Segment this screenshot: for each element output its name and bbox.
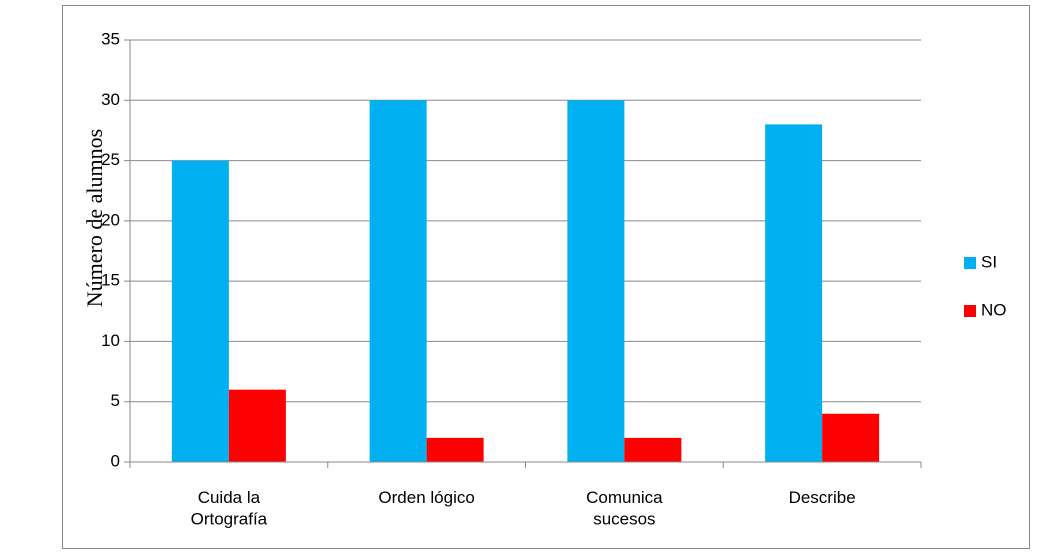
bar [369, 100, 427, 463]
x-tick-label: Orden lógico [378, 488, 474, 507]
bar [228, 389, 286, 462]
y-tick-label: 15 [101, 271, 120, 290]
bar [624, 437, 682, 462]
x-tick-label: Describe [789, 488, 856, 507]
y-tick-label: 35 [101, 29, 120, 48]
y-tick-label: 0 [111, 451, 120, 470]
y-tick-label: 25 [101, 150, 120, 169]
legend-label: NO [981, 300, 1007, 319]
x-tick-label: Cuida la Ortografía [191, 488, 268, 528]
legend-label: SI [981, 252, 997, 271]
bar [567, 100, 625, 463]
bar [765, 124, 823, 463]
y-tick-label: 5 [111, 391, 120, 410]
legend-swatch [964, 305, 976, 317]
y-axis-label: Número de alumnos [82, 129, 107, 307]
bar [171, 160, 229, 463]
y-tick-label: 30 [101, 90, 120, 109]
y-tick-label: 10 [101, 331, 120, 350]
y-tick-label: 20 [101, 210, 120, 229]
bar [822, 413, 880, 462]
bar [426, 437, 484, 462]
x-tick-label: Comunica sucesos [586, 488, 663, 528]
legend-swatch [964, 257, 976, 269]
